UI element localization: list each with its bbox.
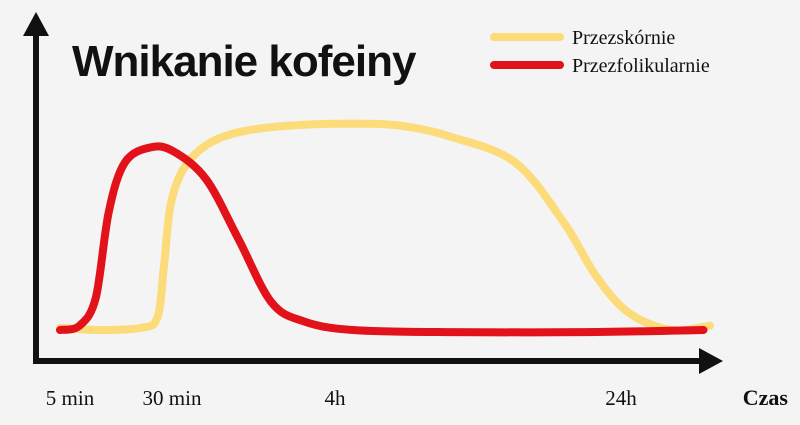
legend-label-przezfolikularnie: Przezfolikularnie <box>572 55 710 77</box>
y-axis-arrow-icon <box>23 12 49 36</box>
legend: Przezskórnie Przezfolikularnie <box>490 27 710 77</box>
legend-label-przezskornie: Przezskórnie <box>572 27 675 49</box>
chart-title: Wnikanie kofeiny <box>72 37 417 86</box>
series-line-przezskornie <box>56 119 714 335</box>
x-tick-label: 5 min <box>46 386 95 410</box>
series-line-przezfolikularnie <box>56 142 708 337</box>
x-axis-label: Czas <box>743 385 789 410</box>
x-tick-label: 24h <box>605 386 637 410</box>
x-tick-label: 4h <box>325 386 347 410</box>
x-tick-label: 30 min <box>143 386 202 410</box>
x-axis-arrow-icon <box>699 348 723 374</box>
